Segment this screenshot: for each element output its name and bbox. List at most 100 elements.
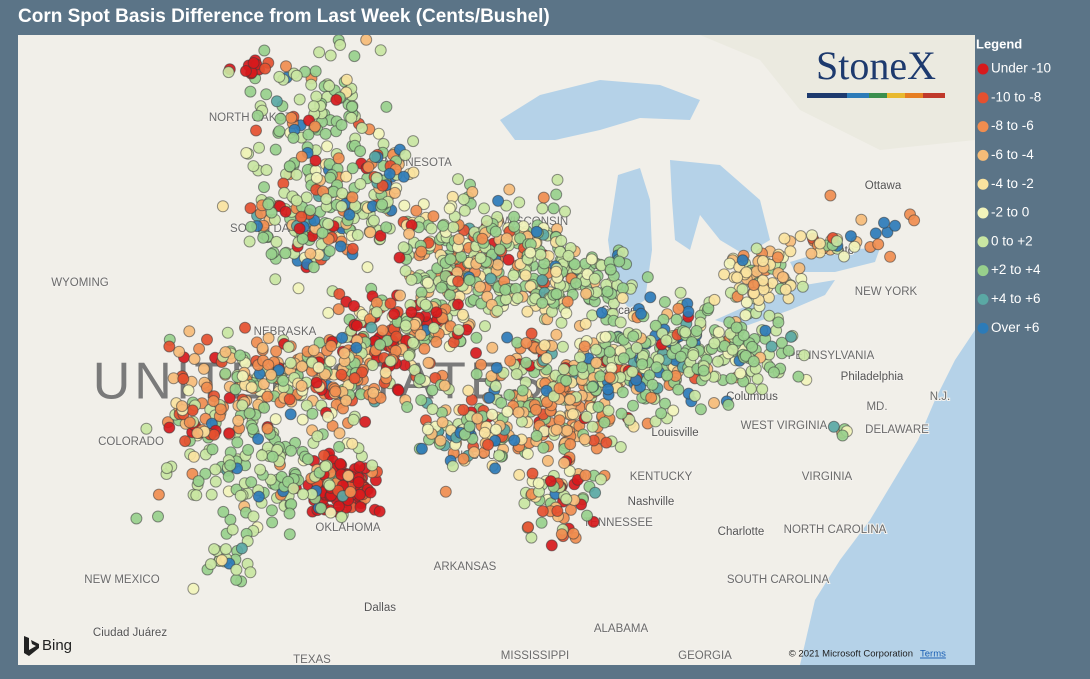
site-dot	[458, 204, 471, 217]
site-dot	[397, 170, 410, 183]
site-dot	[394, 289, 406, 302]
site-dot	[376, 198, 389, 211]
map-label: VIRGINIA	[802, 471, 853, 483]
site-dot	[617, 352, 630, 365]
legend-label[interactable]: -4 to -2	[991, 176, 1034, 191]
legend-label[interactable]: +2 to +4	[991, 262, 1041, 277]
site-dot	[206, 443, 219, 456]
site-dot	[293, 93, 306, 106]
site-dot	[759, 324, 772, 337]
site-dot	[295, 210, 308, 223]
site-dot	[398, 199, 411, 212]
site-dot	[340, 73, 353, 86]
site-dot	[520, 356, 533, 369]
site-dot	[242, 443, 255, 456]
site-dot	[588, 272, 601, 285]
legend-swatch	[977, 265, 989, 277]
map-label: NEW MEXICO	[84, 574, 159, 586]
site-dot	[601, 285, 614, 298]
site-dot	[369, 150, 381, 163]
site-dot	[364, 226, 377, 239]
site-dot	[650, 361, 663, 374]
site-dot	[470, 331, 483, 344]
site-dot	[600, 436, 613, 449]
site-dot	[443, 202, 456, 215]
site-dot	[427, 210, 440, 223]
site-dot	[492, 194, 505, 207]
site-dot	[658, 296, 671, 308]
site-dot	[747, 355, 760, 368]
legend-label[interactable]: -2 to 0	[991, 205, 1029, 220]
site-dot	[340, 394, 353, 407]
site-dot	[338, 347, 351, 360]
site-dot	[380, 221, 393, 234]
site-dot	[616, 292, 629, 304]
site-dot	[636, 358, 649, 371]
site-dot	[480, 215, 493, 227]
site-dot	[785, 330, 797, 343]
site-dot	[702, 302, 715, 315]
legend-label[interactable]: -10 to -8	[991, 89, 1041, 104]
site-dot	[284, 356, 297, 369]
site-dot	[751, 372, 764, 385]
site-dot	[179, 435, 192, 448]
legend-label[interactable]: Over +6	[991, 320, 1039, 335]
site-dot	[346, 437, 359, 450]
site-dot	[207, 395, 220, 408]
site-dot	[373, 505, 386, 518]
site-dot	[711, 355, 724, 368]
site-dot	[452, 173, 464, 186]
site-dot	[384, 355, 397, 368]
site-dot	[560, 493, 573, 506]
site-dot	[163, 421, 176, 434]
site-dot	[489, 380, 502, 393]
site-dot	[367, 386, 380, 399]
site-dot	[568, 258, 581, 271]
legend-label[interactable]: -8 to -6	[991, 118, 1034, 133]
site-dot	[230, 563, 243, 576]
site-dot	[478, 202, 490, 215]
site-dot	[311, 430, 324, 443]
site-dot	[230, 573, 243, 586]
site-dot	[555, 316, 568, 329]
legend-label[interactable]: 0 to +2	[991, 233, 1033, 248]
site-dot	[354, 178, 367, 190]
site-dot	[437, 219, 449, 232]
site-dot	[415, 245, 428, 258]
site-dot	[221, 326, 234, 339]
site-dot	[430, 306, 443, 319]
site-dot	[532, 477, 545, 490]
site-dot	[361, 261, 374, 274]
site-dot	[566, 408, 579, 421]
legend-label[interactable]: Under -10	[991, 61, 1051, 76]
site-dot	[190, 489, 203, 502]
site-dot	[244, 566, 257, 579]
site-dot	[623, 413, 636, 426]
site-dot	[908, 214, 921, 227]
site-dot	[602, 383, 614, 396]
site-dot	[474, 252, 487, 264]
site-dot	[525, 327, 538, 340]
site-dot	[478, 426, 491, 439]
legend-label[interactable]: -6 to -4	[991, 147, 1034, 162]
site-dot	[362, 161, 375, 174]
site-dot	[262, 358, 275, 371]
site-dot	[519, 269, 532, 282]
site-dot	[690, 325, 703, 337]
site-dot	[370, 306, 383, 319]
logo-bar	[923, 93, 945, 98]
site-dot	[295, 379, 308, 392]
site-dot	[261, 422, 274, 435]
site-dot	[208, 543, 221, 556]
site-dot	[223, 392, 236, 404]
site-dot	[434, 434, 447, 447]
site-dot	[524, 280, 537, 293]
legend-label[interactable]: +4 to +6	[991, 291, 1041, 306]
site-dot	[578, 433, 591, 446]
site-dot	[215, 554, 228, 567]
terms-link[interactable]: Terms	[920, 649, 946, 660]
site-dot	[290, 194, 303, 207]
site-dot	[187, 582, 200, 595]
site-dot	[500, 232, 513, 245]
site-dot	[561, 295, 574, 308]
